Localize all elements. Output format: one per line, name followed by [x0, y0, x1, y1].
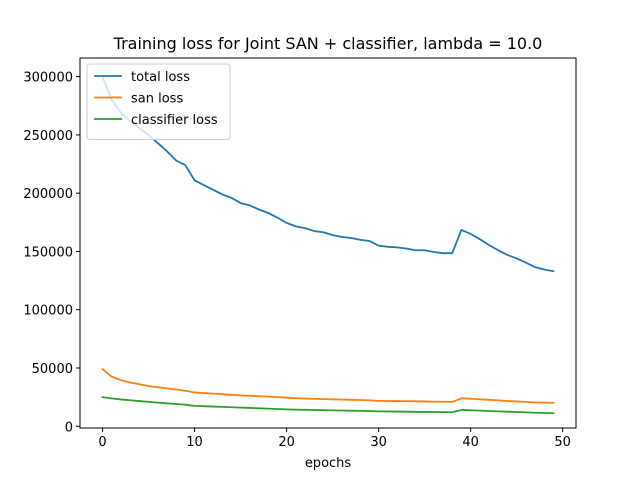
legend-label: total loss — [131, 70, 190, 85]
y-tick-label: 100000 — [23, 304, 73, 319]
x-axis-ticks: 0 10 20 30 40 50 — [98, 428, 571, 450]
legend-label: san loss — [131, 92, 183, 107]
legend-box — [86, 63, 231, 140]
plot-area: 0 10 20 30 40 50 0 50000 100000 150000 200000 2500… — [23, 57, 577, 450]
y-tick-label: 0 — [65, 420, 73, 435]
series-layer — [101, 75, 555, 415]
series-line-san-loss — [101, 367, 555, 404]
x-tick-label: 10 — [186, 435, 203, 450]
x-tick-label: 0 — [98, 435, 106, 450]
x-tick-label: 30 — [370, 435, 387, 450]
x-tick-label: 20 — [278, 435, 295, 450]
y-tick-label: 250000 — [23, 129, 73, 144]
series-line-total-loss — [101, 75, 555, 273]
y-tick-label: 150000 — [23, 245, 73, 260]
y-tick-label: 200000 — [23, 187, 73, 202]
legend: total loss san loss classifier loss — [86, 63, 231, 140]
x-tick-label: 50 — [554, 435, 571, 450]
chart-title: Training loss for Joint SAN + classifier… — [113, 34, 543, 53]
legend-label: classifier loss — [131, 113, 218, 128]
x-axis-label: epochs — [305, 456, 352, 471]
y-tick-label: 300000 — [23, 71, 73, 86]
y-axis-ticks: 0 50000 100000 150000 200000 250000 300000 — [23, 71, 80, 435]
y-tick-label: 50000 — [32, 362, 73, 377]
series-line-classifier-loss — [101, 396, 555, 415]
x-tick-label: 40 — [462, 435, 479, 450]
axes-frame — [79, 57, 577, 429]
